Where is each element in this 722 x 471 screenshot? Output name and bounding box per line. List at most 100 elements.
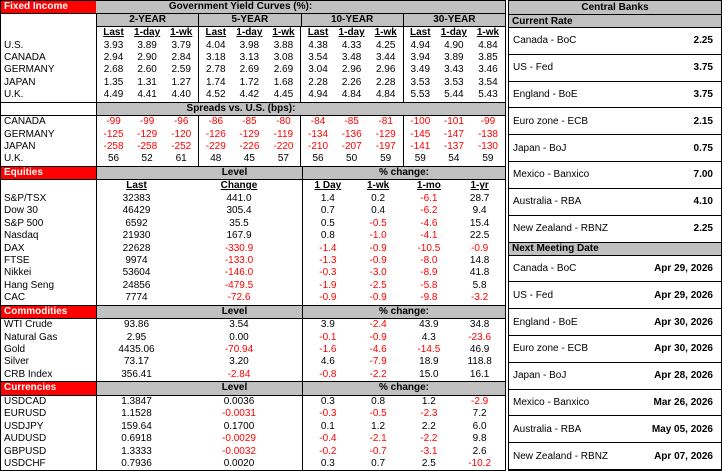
row-label: JAPAN	[4, 141, 36, 153]
bank-name: Canada - BoC	[513, 35, 577, 47]
value-cell: -7.9	[369, 356, 387, 368]
value-cell: 3.49	[402, 64, 437, 77]
value-cell: -0.9	[471, 242, 489, 254]
value-cell: 3.54	[229, 319, 249, 331]
row-label: CRB Index	[4, 368, 53, 380]
value-cell: 3.44	[375, 51, 396, 63]
table-row: Hang Seng 24856 -479.5 -1.9 -2.5 -5.8 5.8	[1, 279, 505, 293]
value-cell: -252	[171, 141, 192, 153]
value-cell: 441.0	[226, 192, 252, 204]
value-cell: 2.69	[239, 64, 260, 76]
value-cell: -0.7	[369, 445, 387, 457]
corner-cell	[1, 14, 96, 26]
value-cell: 5.53	[402, 89, 437, 102]
bank-name: New Zealand - RBNZ	[513, 450, 609, 462]
value-cell: 2.5	[421, 457, 436, 469]
value-cell: -0.0032	[222, 445, 256, 457]
value-cell: -10.5	[417, 242, 441, 254]
value-cell: 56	[300, 153, 334, 166]
bank-name: Japan - BoJ	[513, 142, 567, 154]
value-cell: -137	[443, 141, 464, 153]
bank-value: May 05, 2026	[651, 423, 713, 435]
value-cell: 56	[96, 153, 130, 166]
value-cell: 3.88	[273, 39, 294, 51]
value-cell: 118.8	[467, 356, 492, 368]
value-cell: 4.84	[375, 89, 396, 101]
column-header: Last	[96, 180, 176, 193]
value-cell: 4.33	[341, 39, 362, 51]
value-cell: 1.3333	[96, 445, 176, 458]
value-cell: -5.8	[420, 279, 438, 291]
value-cell: 93.86	[96, 318, 176, 332]
row-label: S&P 500	[4, 217, 44, 229]
equities-level-header: Level	[96, 166, 302, 180]
value-cell: 3.54	[300, 51, 334, 65]
value-cell: -220	[273, 141, 294, 153]
value-cell: 41.8	[469, 267, 490, 279]
bank-value: 2.25	[693, 223, 713, 235]
column-header: 1-wk	[367, 180, 390, 192]
row-label: EURUSD	[4, 408, 47, 420]
currencies-level-header: Level	[96, 382, 302, 395]
table-row: USDCHF 0.7936 0.0020 0.3 0.7 2.5 -10.2	[1, 457, 505, 471]
value-cell: 3.46	[478, 64, 498, 76]
value-cell: -70.94	[224, 344, 254, 356]
row-label: GBPUSD	[4, 445, 47, 457]
value-cell: -85	[344, 116, 359, 128]
value-cell: 4.40	[171, 89, 191, 101]
value-cell: 4.84	[341, 89, 362, 101]
column-header: 1-yr	[470, 180, 489, 192]
tenor-header-row: 2-YEAR 5-YEAR 10-YEAR 30-YEAR	[1, 14, 505, 27]
value-cell: -129	[375, 128, 396, 140]
bank-row: Euro zone - ECB Apr 30, 2026	[509, 336, 721, 363]
value-cell: 3.89	[444, 51, 464, 63]
bank-row: Australia - RBA May 05, 2026	[509, 416, 721, 444]
value-cell: -9.8	[420, 292, 438, 304]
column-header: Last	[198, 26, 232, 40]
value-cell: 1.31	[137, 76, 157, 88]
value-cell: -136	[341, 128, 362, 140]
bank-value: 4.10	[693, 196, 713, 208]
value-cell: -2.1	[369, 433, 387, 445]
bank-name: Australia - RBA	[513, 196, 582, 208]
value-cell: -119	[273, 128, 294, 140]
table-row: CANADA 2.94 2.90 2.84 3.18 3.13 3.08 3.54 3.48 3.…	[1, 51, 505, 65]
spreads-header-row: Spreads vs. U.S. (bps):	[1, 101, 505, 116]
bank-name: Euro zone - ECB	[513, 115, 589, 127]
row-label: Nasdaq	[4, 230, 39, 242]
value-cell: -0.9	[369, 331, 387, 343]
row-label: CANADA	[4, 51, 46, 63]
table-row: S&P 500 6592 35.5 0.5 -0.5 -4.6 15.4	[1, 217, 505, 230]
bank-name: England - BoE	[513, 89, 578, 101]
value-cell: -99	[139, 116, 155, 128]
table-row: Silver 73.17 3.20 4.6 -7.9 18.9 118.8	[1, 356, 505, 369]
value-cell: 52	[141, 153, 153, 165]
value-cell: -80	[276, 116, 291, 128]
bank-value: Mar 26, 2026	[653, 396, 714, 408]
row-label: AUDUSD	[4, 433, 47, 445]
value-cell: 0.8	[302, 229, 353, 243]
currencies-pct-change-header: % change:	[302, 382, 505, 395]
commodities-section-label: Commodities	[1, 305, 96, 318]
value-cell: 24856	[96, 279, 176, 293]
value-cell: 1.1528	[96, 408, 176, 421]
bank-value: Apr 07, 2026	[654, 450, 713, 462]
value-cell: -3.0	[369, 267, 387, 279]
table-row: U.S. 3.93 3.89 3.79 4.04 3.98 3.88 4.38 4.33 4.25…	[1, 39, 505, 52]
bank-value: 7.00	[693, 169, 713, 181]
market-data-table: Fixed Income Government Yield Curves (%)…	[0, 0, 506, 471]
column-header: 1-wk	[374, 27, 397, 39]
row-label: U.S.	[4, 39, 24, 51]
value-cell: 46429	[96, 205, 176, 218]
value-cell: 2.68	[96, 64, 130, 77]
table-row: CAC 7774 -72.6 -0.9 -0.9 -9.8 -3.2	[1, 292, 505, 305]
equities-header-row: Equities Level % change:	[1, 165, 505, 181]
value-cell: 35.5	[229, 217, 249, 229]
bank-row: Australia - RBA 4.10	[509, 189, 721, 216]
value-cell: -2.5	[369, 279, 387, 291]
value-cell: 0.1	[302, 420, 353, 433]
bank-value: 3.75	[693, 89, 713, 101]
value-cell: -141	[402, 140, 437, 154]
value-cell: 3.79	[171, 39, 191, 51]
